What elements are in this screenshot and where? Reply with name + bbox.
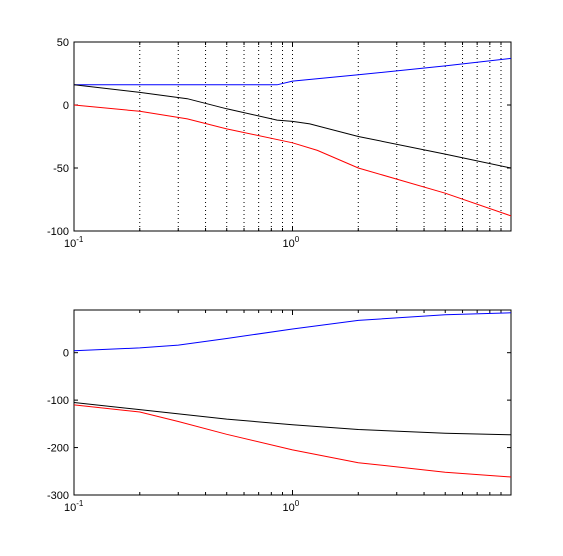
series-line-2: [73, 104, 512, 217]
y-tick-label: 0: [63, 348, 69, 360]
series-line-0: [73, 312, 512, 352]
x-tick-label: 100: [283, 235, 300, 250]
y-tick-label: 0: [63, 100, 69, 112]
y-tick-label: -300: [47, 490, 69, 502]
y-tick-label: 50: [57, 37, 69, 49]
x-tick-label: 10-1: [64, 499, 84, 514]
y-tick-label: -200: [47, 443, 69, 455]
axes-box: [73, 309, 512, 496]
y-tick-label: -50: [53, 163, 69, 175]
series-line-0: [74, 57, 512, 86]
x-tick-label: 100: [283, 499, 300, 514]
series-line-1: [73, 402, 512, 436]
x-tick-label: 10-1: [64, 235, 84, 250]
series-line-2: [73, 404, 512, 478]
y-tick-label: -100: [47, 395, 69, 407]
series-line-1: [73, 84, 512, 169]
y-tick-label: -100: [47, 226, 69, 238]
